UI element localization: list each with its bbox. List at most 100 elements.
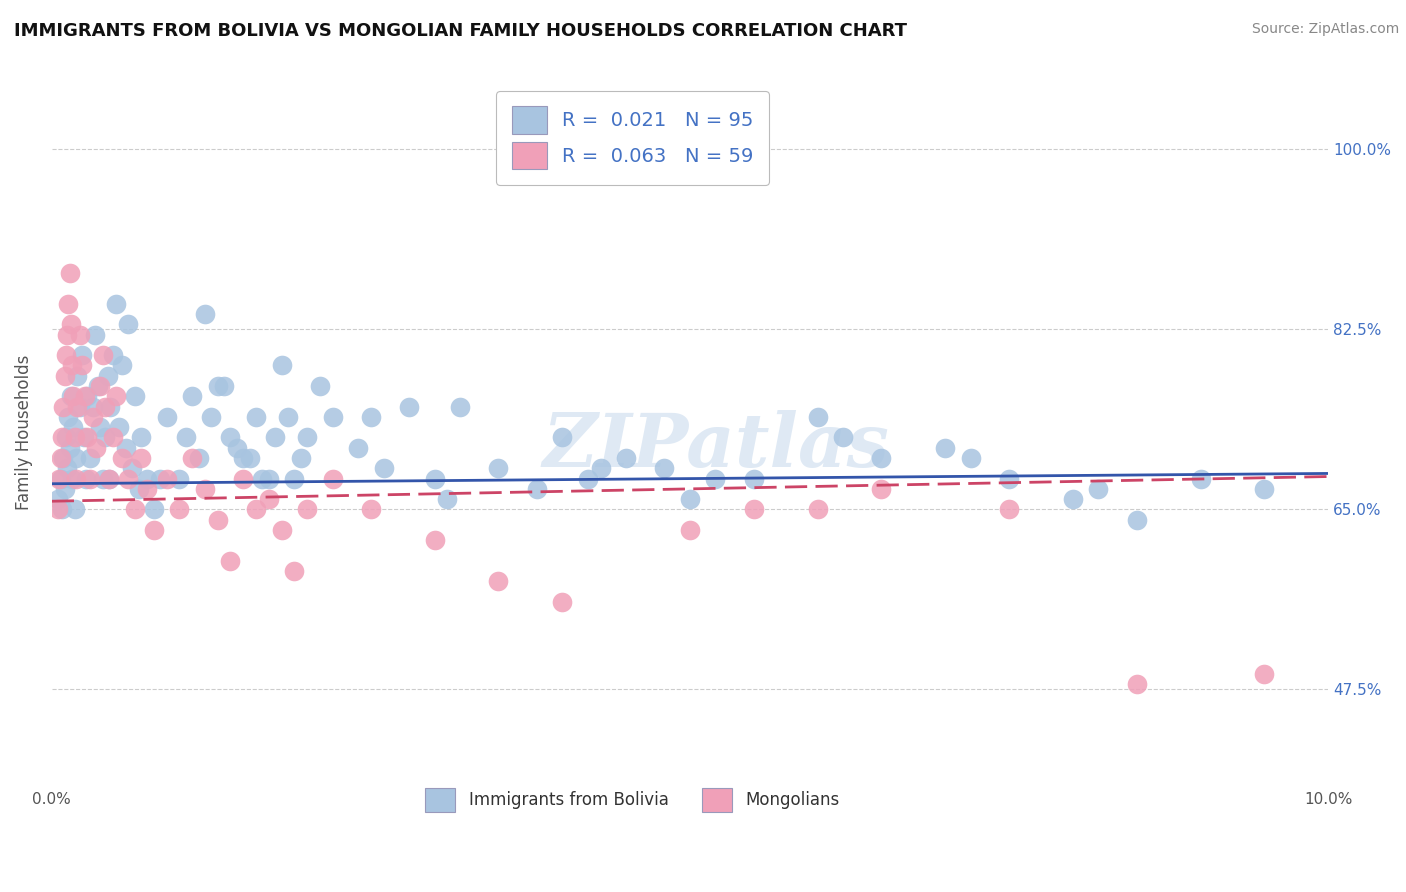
Point [82,409,104,424]
Point [49,450,72,465]
Point [870,450,893,465]
Point [169,502,191,516]
Point [194,482,217,496]
Point [998,502,1021,516]
Point [63,502,86,516]
Point [283,472,305,486]
Point [111,450,134,465]
Point [104,389,127,403]
Point [59,318,82,332]
Point [679,492,702,507]
Point [114,441,136,455]
Point [1062,492,1084,507]
Point [1189,472,1212,486]
Point [52,450,75,465]
Point [136,482,159,496]
Point [1087,482,1109,496]
Point [121,461,143,475]
Point [91,472,114,486]
Point [806,409,828,424]
Point [91,348,114,362]
Point [277,409,299,424]
Point [257,472,280,486]
Point [264,430,287,444]
Point [219,430,242,444]
Text: Source: ZipAtlas.com: Source: ZipAtlas.com [1251,22,1399,37]
Point [76,389,98,403]
Point [72,348,94,362]
Point [283,564,305,578]
Text: ZIPatlas: ZIPatlas [543,410,889,483]
Point [51,502,73,516]
Point [1253,667,1275,681]
Point [58,409,80,424]
Legend: Immigrants from Bolivia, Mongolians: Immigrants from Bolivia, Mongolians [412,775,853,825]
Point [998,472,1021,486]
Point [142,502,165,516]
Point [60,472,83,486]
Point [66,400,89,414]
Point [63,430,86,444]
Point [360,409,382,424]
Point [60,359,83,373]
Point [117,472,139,486]
Point [46,502,69,516]
Point [322,472,344,486]
Point [101,430,124,444]
Point [69,400,91,414]
Point [111,359,134,373]
Point [225,441,247,455]
Point [322,409,344,424]
Point [181,389,204,403]
Point [98,472,121,486]
Point [219,554,242,568]
Point [75,472,97,486]
Point [51,430,73,444]
Point [129,430,152,444]
Point [1125,513,1147,527]
Point [207,379,229,393]
Point [589,461,612,475]
Point [55,430,77,444]
Point [108,420,131,434]
Point [149,472,172,486]
Point [870,482,893,496]
Point [252,472,274,486]
Point [59,266,82,280]
Point [65,472,87,486]
Point [62,389,84,403]
Point [58,297,80,311]
Point [449,400,471,414]
Point [104,297,127,311]
Point [48,472,70,486]
Point [270,523,292,537]
Point [200,409,222,424]
Point [806,502,828,516]
Point [89,379,111,393]
Point [679,523,702,537]
Point [76,430,98,444]
Point [614,450,637,465]
Point [174,430,197,444]
Point [56,327,79,342]
Point [72,359,94,373]
Point [129,450,152,465]
Point [245,409,267,424]
Point [86,441,108,455]
Point [181,450,204,465]
Point [245,502,267,516]
Point [79,450,101,465]
Point [488,574,510,589]
Point [52,400,75,414]
Point [398,400,420,414]
Point [290,450,312,465]
Point [488,461,510,475]
Point [526,482,548,496]
Point [49,472,72,486]
Point [86,379,108,393]
Point [55,348,77,362]
Point [742,472,765,486]
Point [270,359,292,373]
Point [347,441,370,455]
Point [423,533,446,548]
